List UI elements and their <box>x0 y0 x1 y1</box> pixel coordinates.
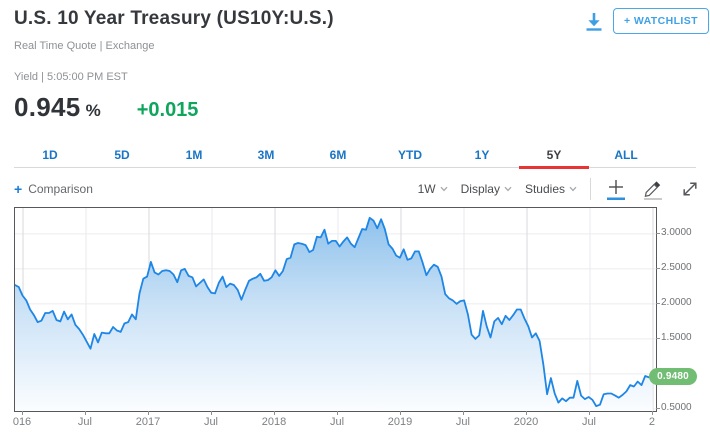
tab-1m[interactable]: 1M <box>185 148 203 162</box>
chevron-down-icon <box>504 186 512 192</box>
y-tick-mark <box>656 302 660 304</box>
tab-ytd[interactable]: YTD <box>398 148 422 162</box>
chevron-down-icon <box>569 186 577 192</box>
tab-1d[interactable]: 1D <box>42 148 58 162</box>
x-axis-label: Jul <box>329 416 345 428</box>
draw-tool-button[interactable] <box>641 177 665 201</box>
x-axis-label: 2018 <box>261 416 287 428</box>
chevron-down-icon <box>440 186 448 192</box>
x-axis-label: 016 <box>12 416 32 428</box>
draw-icon <box>644 181 662 200</box>
change-value: +0.015 <box>136 99 199 121</box>
add-watchlist-button[interactable]: + WATCHLIST <box>613 8 709 34</box>
x-axis-label: 2019 <box>387 416 413 428</box>
display-dropdown[interactable]: Display <box>461 182 512 196</box>
page-title: U.S. 10 Year Treasury (US10Y:U.S.) <box>14 8 334 29</box>
quote-timestamp: Yield | 5:05:00 PM EST <box>14 71 128 83</box>
range-tab-bar: 1D 5D 1M 3M 6M YTD 1Y 5Y ALL <box>14 146 662 169</box>
tab-3m[interactable]: 3M <box>257 148 275 162</box>
comparison-label: Comparison <box>28 182 93 196</box>
x-axis-label: Jul <box>455 416 470 428</box>
x-axis-label: Jul <box>203 416 218 428</box>
display-label: Display <box>460 182 500 196</box>
price-row: 0.945 % +0.015 <box>14 92 198 123</box>
x-tick-mark <box>147 411 149 415</box>
x-axis-label: 2017 <box>135 416 161 428</box>
expand-icon <box>683 182 697 196</box>
expand-chart-button[interactable] <box>678 177 702 201</box>
interval-dropdown[interactable]: 1W <box>418 182 448 196</box>
studies-label: Studies <box>524 182 565 196</box>
chart-plot-area[interactable] <box>14 207 657 412</box>
crosshair-icon <box>607 180 625 200</box>
chart-toolbar: 1W Display Studies <box>418 176 702 202</box>
x-axis-label: Jul <box>581 416 596 428</box>
x-axis-label: Jul <box>77 416 92 428</box>
tab-1y[interactable]: 1Y <box>474 148 490 162</box>
x-tick-mark <box>336 411 338 415</box>
tabs-divider <box>14 167 696 168</box>
price-area-chart <box>15 208 656 411</box>
tab-all[interactable]: ALL <box>614 148 638 162</box>
x-tick-mark <box>400 411 401 415</box>
y-tick-mark <box>656 267 660 269</box>
x-axis-label: 2020 <box>513 416 539 428</box>
y-axis-label: 0.5000 <box>661 401 692 413</box>
x-tick-mark <box>273 411 275 415</box>
yield-unit: % <box>85 101 101 120</box>
x-tick-mark <box>84 411 86 415</box>
y-tick-mark <box>656 232 660 234</box>
download-button[interactable] <box>581 9 607 35</box>
interval-label: 1W <box>417 182 436 196</box>
y-tick-mark <box>656 337 660 339</box>
x-tick-mark <box>22 411 23 415</box>
add-comparison-button[interactable]: + Comparison <box>14 181 93 197</box>
y-axis-label: 2.0000 <box>661 296 692 308</box>
y-axis-label: 2.5000 <box>661 261 692 273</box>
crosshair-tool-button[interactable] <box>604 177 628 201</box>
tab-5y[interactable]: 5Y <box>518 146 590 169</box>
y-axis-label: 1.5000 <box>661 331 692 343</box>
x-tick-mark <box>651 411 653 415</box>
quote-source-label: Real Time Quote | Exchange <box>14 40 155 52</box>
studies-dropdown[interactable]: Studies <box>525 182 577 196</box>
x-tick-mark <box>588 411 590 415</box>
y-tick-mark <box>656 407 660 409</box>
last-price-badge: 0.9480 <box>649 368 697 386</box>
x-tick-mark <box>462 411 464 415</box>
toolbar-divider <box>590 178 591 200</box>
x-tick-mark <box>210 411 212 415</box>
x-axis-label: 2 <box>648 416 656 428</box>
current-yield-value: 0.945 <box>14 92 81 122</box>
tab-5d[interactable]: 5D <box>114 148 130 162</box>
x-tick-mark <box>525 411 527 415</box>
tab-6m[interactable]: 6M <box>329 148 347 162</box>
download-icon <box>586 13 602 31</box>
active-tab-underline <box>519 166 589 169</box>
y-axis-label: 3.0000 <box>661 226 692 238</box>
plus-icon: + <box>14 181 23 197</box>
